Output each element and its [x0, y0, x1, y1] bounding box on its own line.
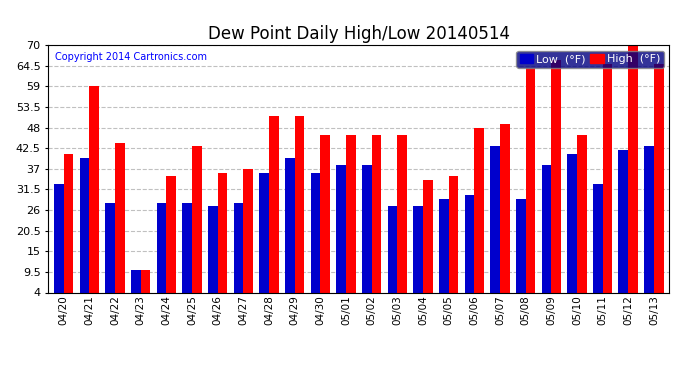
Bar [285, 158, 295, 308]
Bar [397, 135, 407, 308]
Bar [269, 116, 279, 308]
Bar [79, 158, 90, 308]
Bar [654, 64, 664, 308]
Bar [439, 199, 449, 308]
Bar [423, 180, 433, 308]
Bar [346, 135, 356, 308]
Bar [106, 202, 115, 308]
Bar [166, 176, 176, 308]
Bar [577, 135, 586, 308]
Bar [115, 142, 125, 308]
Bar [157, 202, 166, 308]
Bar [464, 195, 474, 308]
Bar [320, 135, 330, 308]
Bar [551, 60, 561, 308]
Title: Dew Point Daily High/Low 20140514: Dew Point Daily High/Low 20140514 [208, 26, 510, 44]
Bar [644, 146, 654, 308]
Bar [90, 86, 99, 308]
Bar [618, 150, 628, 308]
Bar [131, 270, 141, 308]
Bar [448, 176, 458, 308]
Bar [217, 172, 228, 308]
Bar [388, 206, 397, 308]
Bar [63, 154, 73, 308]
Bar [516, 199, 526, 308]
Bar [526, 68, 535, 308]
Bar [474, 128, 484, 308]
Bar [192, 146, 201, 308]
Bar [182, 202, 192, 308]
Bar [490, 146, 500, 308]
Bar [413, 206, 423, 308]
Bar [234, 202, 244, 308]
Bar [310, 172, 320, 308]
Bar [141, 270, 150, 308]
Bar [54, 184, 63, 308]
Bar [628, 45, 638, 308]
Bar [372, 135, 382, 308]
Bar [500, 124, 510, 308]
Bar [295, 116, 304, 308]
Bar [208, 206, 217, 308]
Bar [593, 184, 602, 308]
Bar [336, 165, 346, 308]
Legend: Low  (°F), High  (°F): Low (°F), High (°F) [516, 51, 664, 68]
Bar [244, 169, 253, 308]
Bar [602, 64, 612, 308]
Bar [259, 172, 269, 308]
Text: Copyright 2014 Cartronics.com: Copyright 2014 Cartronics.com [55, 53, 206, 62]
Bar [542, 165, 551, 308]
Bar [362, 165, 372, 308]
Bar [567, 154, 577, 308]
